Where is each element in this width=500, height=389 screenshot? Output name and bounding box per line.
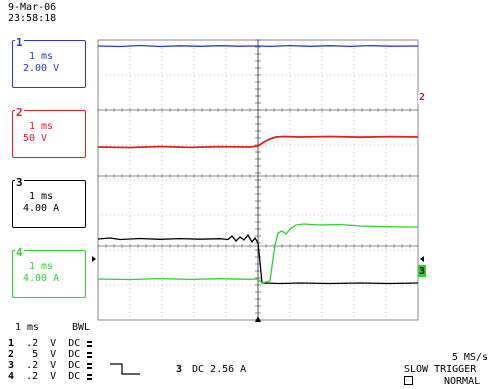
bwl-label: BWL	[72, 322, 91, 333]
ch3-level-marker-left	[92, 256, 96, 262]
graticule	[97, 39, 419, 321]
channel-row-4: 4 .2 V DC	[8, 371, 81, 382]
channel-4-timebase: 1 ms	[29, 261, 54, 272]
channel-4-volt-div: 4.00 A	[23, 273, 60, 284]
channel-1-timebase: 1 ms	[29, 51, 54, 62]
channel-3-trace	[97, 233, 419, 285]
normal-checkbox[interactable]	[404, 376, 413, 385]
channel-3-number: 3	[15, 176, 24, 189]
trigger-slope-icon	[110, 363, 140, 375]
sample-rate: 5 MS/s	[451, 352, 488, 363]
trigger-setting: DC 2.56 A	[192, 364, 247, 375]
time-label: 23:58:18	[8, 13, 57, 24]
channel-2-volt-div: 50 V	[23, 133, 48, 144]
trigger-position-arrow	[255, 316, 261, 322]
channel-3-volt-div: 4.00 A	[23, 203, 60, 214]
trigger-channel: 3	[176, 364, 183, 375]
channel-row-3: 3 .2 V DC	[8, 360, 81, 371]
channel-1-box[interactable]: 1 1 ms 2.00 V	[12, 36, 86, 88]
bottom-timebase: 1 ms	[15, 322, 40, 333]
channel-2-box[interactable]: 2 1 ms 50 V	[12, 106, 86, 158]
channel-1-trace	[97, 44, 419, 48]
channel-row-2: 2 5 V DC	[8, 349, 81, 360]
channel-2-timebase: 1 ms	[29, 121, 54, 132]
bandwidth-glyphs	[87, 341, 92, 380]
channel-4-box[interactable]: 4 1 ms 4.00 A	[12, 246, 86, 298]
trigger-mode: SLOW TRIGGER	[404, 364, 477, 375]
channel-1-number: 1	[15, 36, 24, 49]
channel-2-trace	[97, 135, 419, 149]
channel-3-side-marker: 3	[419, 266, 426, 277]
channel-3-side-marker-bg	[418, 265, 426, 277]
waveform-traces	[97, 44, 419, 285]
trigger-type: NORMAL	[444, 376, 481, 387]
channel-2-side-marker-bg	[418, 92, 426, 104]
channel-row-1: 1 .2 V DC	[8, 338, 81, 349]
channel-2-side-marker: 2	[419, 92, 426, 103]
channel-3-timebase: 1 ms	[29, 191, 54, 202]
channel-3-box[interactable]: 3 1 ms 4.00 A	[12, 176, 86, 228]
channel-4-number: 4	[15, 246, 24, 259]
channel-2-number: 2	[15, 106, 24, 119]
channel-1-volt-div: 2.00 V	[23, 63, 60, 74]
ch3-level-marker-right	[420, 256, 424, 262]
channel-4-trace	[97, 223, 418, 284]
date-label: 9-Mar-06	[8, 2, 57, 13]
